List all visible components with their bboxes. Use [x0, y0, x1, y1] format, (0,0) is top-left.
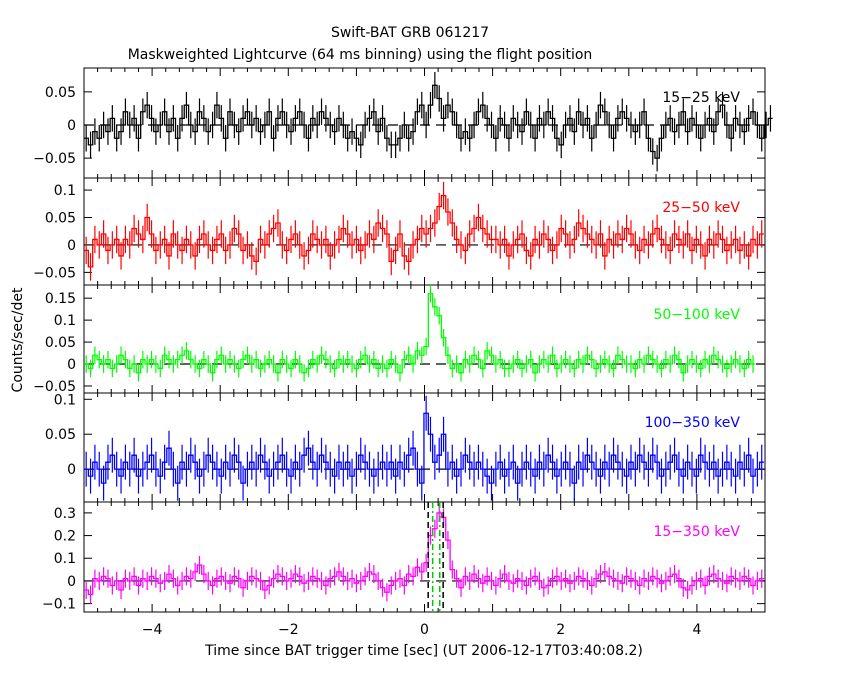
x-tick-label: 0: [420, 622, 429, 638]
x-axis-label: Time since BAT trigger time [sec] (UT 20…: [204, 643, 643, 659]
chart-title: Swift-BAT GRB 061217: [331, 25, 489, 41]
x-tick-label: 4: [692, 622, 701, 638]
y-axis-label: Counts/sec/det: [10, 287, 26, 392]
y-tick-label: −0.05: [33, 151, 76, 167]
y-tick-label: 0.1: [54, 392, 76, 408]
y-tick-label: 0: [67, 357, 76, 373]
y-tick-label: 0.1: [54, 183, 76, 199]
series-line: [84, 194, 764, 268]
x-tick-label: −2: [278, 622, 299, 638]
x-tick-label: 2: [556, 622, 565, 638]
series-line: [84, 84, 773, 159]
y-tick-label: 0.05: [45, 335, 76, 351]
y-tick-label: 0.05: [45, 85, 76, 101]
chart-subtitle: Maskweighted Lightcurve (64 ms binning) …: [128, 47, 593, 63]
y-tick-label: 0: [67, 462, 76, 478]
legend-label: 15−350 keV: [653, 524, 740, 540]
y-tick-label: 0: [67, 118, 76, 134]
legend-label: 50−100 keV: [653, 307, 740, 323]
series-line: [84, 512, 764, 596]
panel-frame: [83, 501, 766, 613]
y-tick-label: 0: [67, 238, 76, 254]
y-tick-label: −0.1: [42, 597, 76, 613]
panel-frame: [83, 284, 766, 394]
y-tick-label: 0.15: [45, 291, 76, 307]
y-tick-label: 0: [67, 574, 76, 590]
y-tick-label: 0.2: [54, 529, 76, 545]
y-tick-label: −0.05: [33, 265, 76, 281]
legend-label: 25−50 keV: [662, 200, 740, 216]
series-line: [84, 293, 756, 374]
legend-label: 15−25 keV: [662, 90, 740, 106]
x-tick-label: −4: [142, 622, 163, 638]
series-line: [84, 412, 764, 484]
y-tick-label: 0.1: [54, 313, 76, 329]
y-tick-label: 0.3: [54, 506, 76, 522]
y-tick-label: 0.1: [54, 551, 76, 567]
legend-label: 100−350 keV: [645, 415, 741, 431]
y-tick-label: 0.05: [45, 427, 76, 443]
y-tick-label: 0.05: [45, 211, 76, 227]
y-tick-label: −0.05: [33, 379, 76, 395]
